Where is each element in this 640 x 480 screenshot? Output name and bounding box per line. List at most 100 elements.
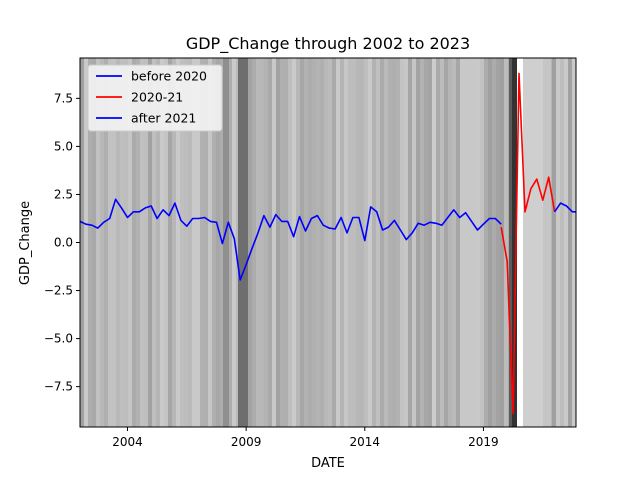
bg-stripe: [492, 58, 496, 427]
bg-stripe: [320, 58, 324, 427]
bg-stripe: [564, 58, 568, 427]
bg-stripe: [212, 58, 216, 427]
bg-band: [223, 58, 229, 427]
bg-stripe: [384, 58, 388, 427]
bg-stripe: [488, 58, 492, 427]
bg-stripe: [292, 58, 296, 427]
bg-band: [238, 58, 248, 427]
x-tick-label: 2009: [231, 435, 262, 449]
bg-stripe: [484, 58, 488, 427]
x-tick-label: 2019: [468, 435, 499, 449]
bg-stripe: [456, 58, 460, 427]
bg-stripe: [344, 58, 348, 427]
bg-stripe: [316, 58, 320, 427]
bg-stripe: [168, 58, 172, 427]
bg-stripe: [248, 58, 252, 427]
bg-stripe: [556, 58, 560, 427]
bg-stripe: [560, 58, 564, 427]
bg-stripe: [260, 58, 264, 427]
bg-stripe: [336, 58, 340, 427]
bg-stripe: [144, 58, 148, 427]
bg-stripe: [80, 58, 84, 427]
bg-stripe: [180, 58, 184, 427]
x-tick-label: 2014: [350, 435, 381, 449]
bg-band: [509, 58, 512, 427]
bg-stripe: [268, 58, 272, 427]
bg-stripe: [468, 58, 472, 427]
bg-stripe: [216, 58, 220, 427]
bg-stripe: [356, 58, 360, 427]
bg-stripe: [464, 58, 468, 427]
bg-stripe: [476, 58, 480, 427]
bg-stripe: [128, 58, 132, 427]
bg-stripe: [132, 58, 136, 427]
bg-stripe: [416, 58, 420, 427]
y-tick-label: 5.0: [54, 139, 73, 153]
bg-stripe: [184, 58, 188, 427]
y-tick-label: −5.0: [44, 332, 73, 346]
bg-stripe: [368, 58, 372, 427]
series-line-0: [79, 198, 502, 281]
y-axis-label: GDP_Change: [18, 201, 33, 285]
bg-stripe: [108, 58, 112, 427]
bg-stripe: [572, 58, 576, 427]
bg-stripe: [392, 58, 396, 427]
bg-stripe: [276, 58, 280, 427]
bg-stripe: [404, 58, 408, 427]
bg-stripe: [300, 58, 304, 427]
bg-stripe: [200, 58, 204, 427]
legend-label: 2020-21: [131, 90, 183, 105]
chart-title: GDP_Change through 2002 to 2023: [186, 34, 470, 54]
bg-stripe: [188, 58, 192, 427]
bg-stripe: [196, 58, 200, 427]
series-line-2: [553, 202, 576, 213]
bg-stripe: [124, 58, 128, 427]
bg-stripe: [264, 58, 268, 427]
plot-background: [80, 58, 576, 427]
bg-stripe: [192, 58, 196, 427]
bg-stripe: [436, 58, 440, 427]
bg-stripe: [136, 58, 140, 427]
y-tick-label: 2.5: [54, 187, 73, 201]
bg-stripe: [364, 58, 368, 427]
y-tick-label: −7.5: [44, 380, 73, 394]
bg-stripe: [232, 58, 236, 427]
bg-stripe: [288, 58, 292, 427]
bg-stripe: [568, 58, 572, 427]
bg-stripe: [152, 58, 156, 427]
bg-band: [543, 58, 551, 427]
bg-stripe: [312, 58, 316, 427]
y-tick-label: 0.0: [54, 236, 73, 250]
bg-stripe: [360, 58, 364, 427]
bg-stripe: [408, 58, 412, 427]
x-axis-label: DATE: [311, 456, 345, 471]
bg-stripe: [228, 58, 232, 427]
bg-stripe: [164, 58, 168, 427]
bg-stripe: [396, 58, 400, 427]
bg-stripe: [104, 58, 108, 427]
bg-stripe: [284, 58, 288, 427]
y-axis-ticks: 7.5 5.0 2.5 0.0 −2.5 −5.0 −7.5: [44, 91, 80, 394]
bg-stripe: [380, 58, 384, 427]
bg-stripe: [352, 58, 356, 427]
bg-stripe: [96, 58, 100, 427]
bg-band: [512, 58, 517, 427]
bg-stripe: [156, 58, 160, 427]
bg-stripe: [448, 58, 452, 427]
y-tick-label: −2.5: [44, 284, 73, 298]
series-layer: [79, 72, 576, 415]
bg-stripe: [472, 58, 476, 427]
bg-stripe: [140, 58, 144, 427]
legend: before 2020 2020-21 after 2021: [87, 64, 223, 132]
bg-stripe: [432, 58, 436, 427]
bg-stripe: [112, 58, 116, 427]
bg-stripe: [84, 58, 88, 427]
bg-stripe: [256, 58, 260, 427]
bg-stripe: [280, 58, 284, 427]
bg-stripe: [208, 58, 212, 427]
bg-stripe: [304, 58, 308, 427]
bg-stripe: [340, 58, 344, 427]
bg-stripe: [412, 58, 416, 427]
bg-stripe: [92, 58, 96, 427]
